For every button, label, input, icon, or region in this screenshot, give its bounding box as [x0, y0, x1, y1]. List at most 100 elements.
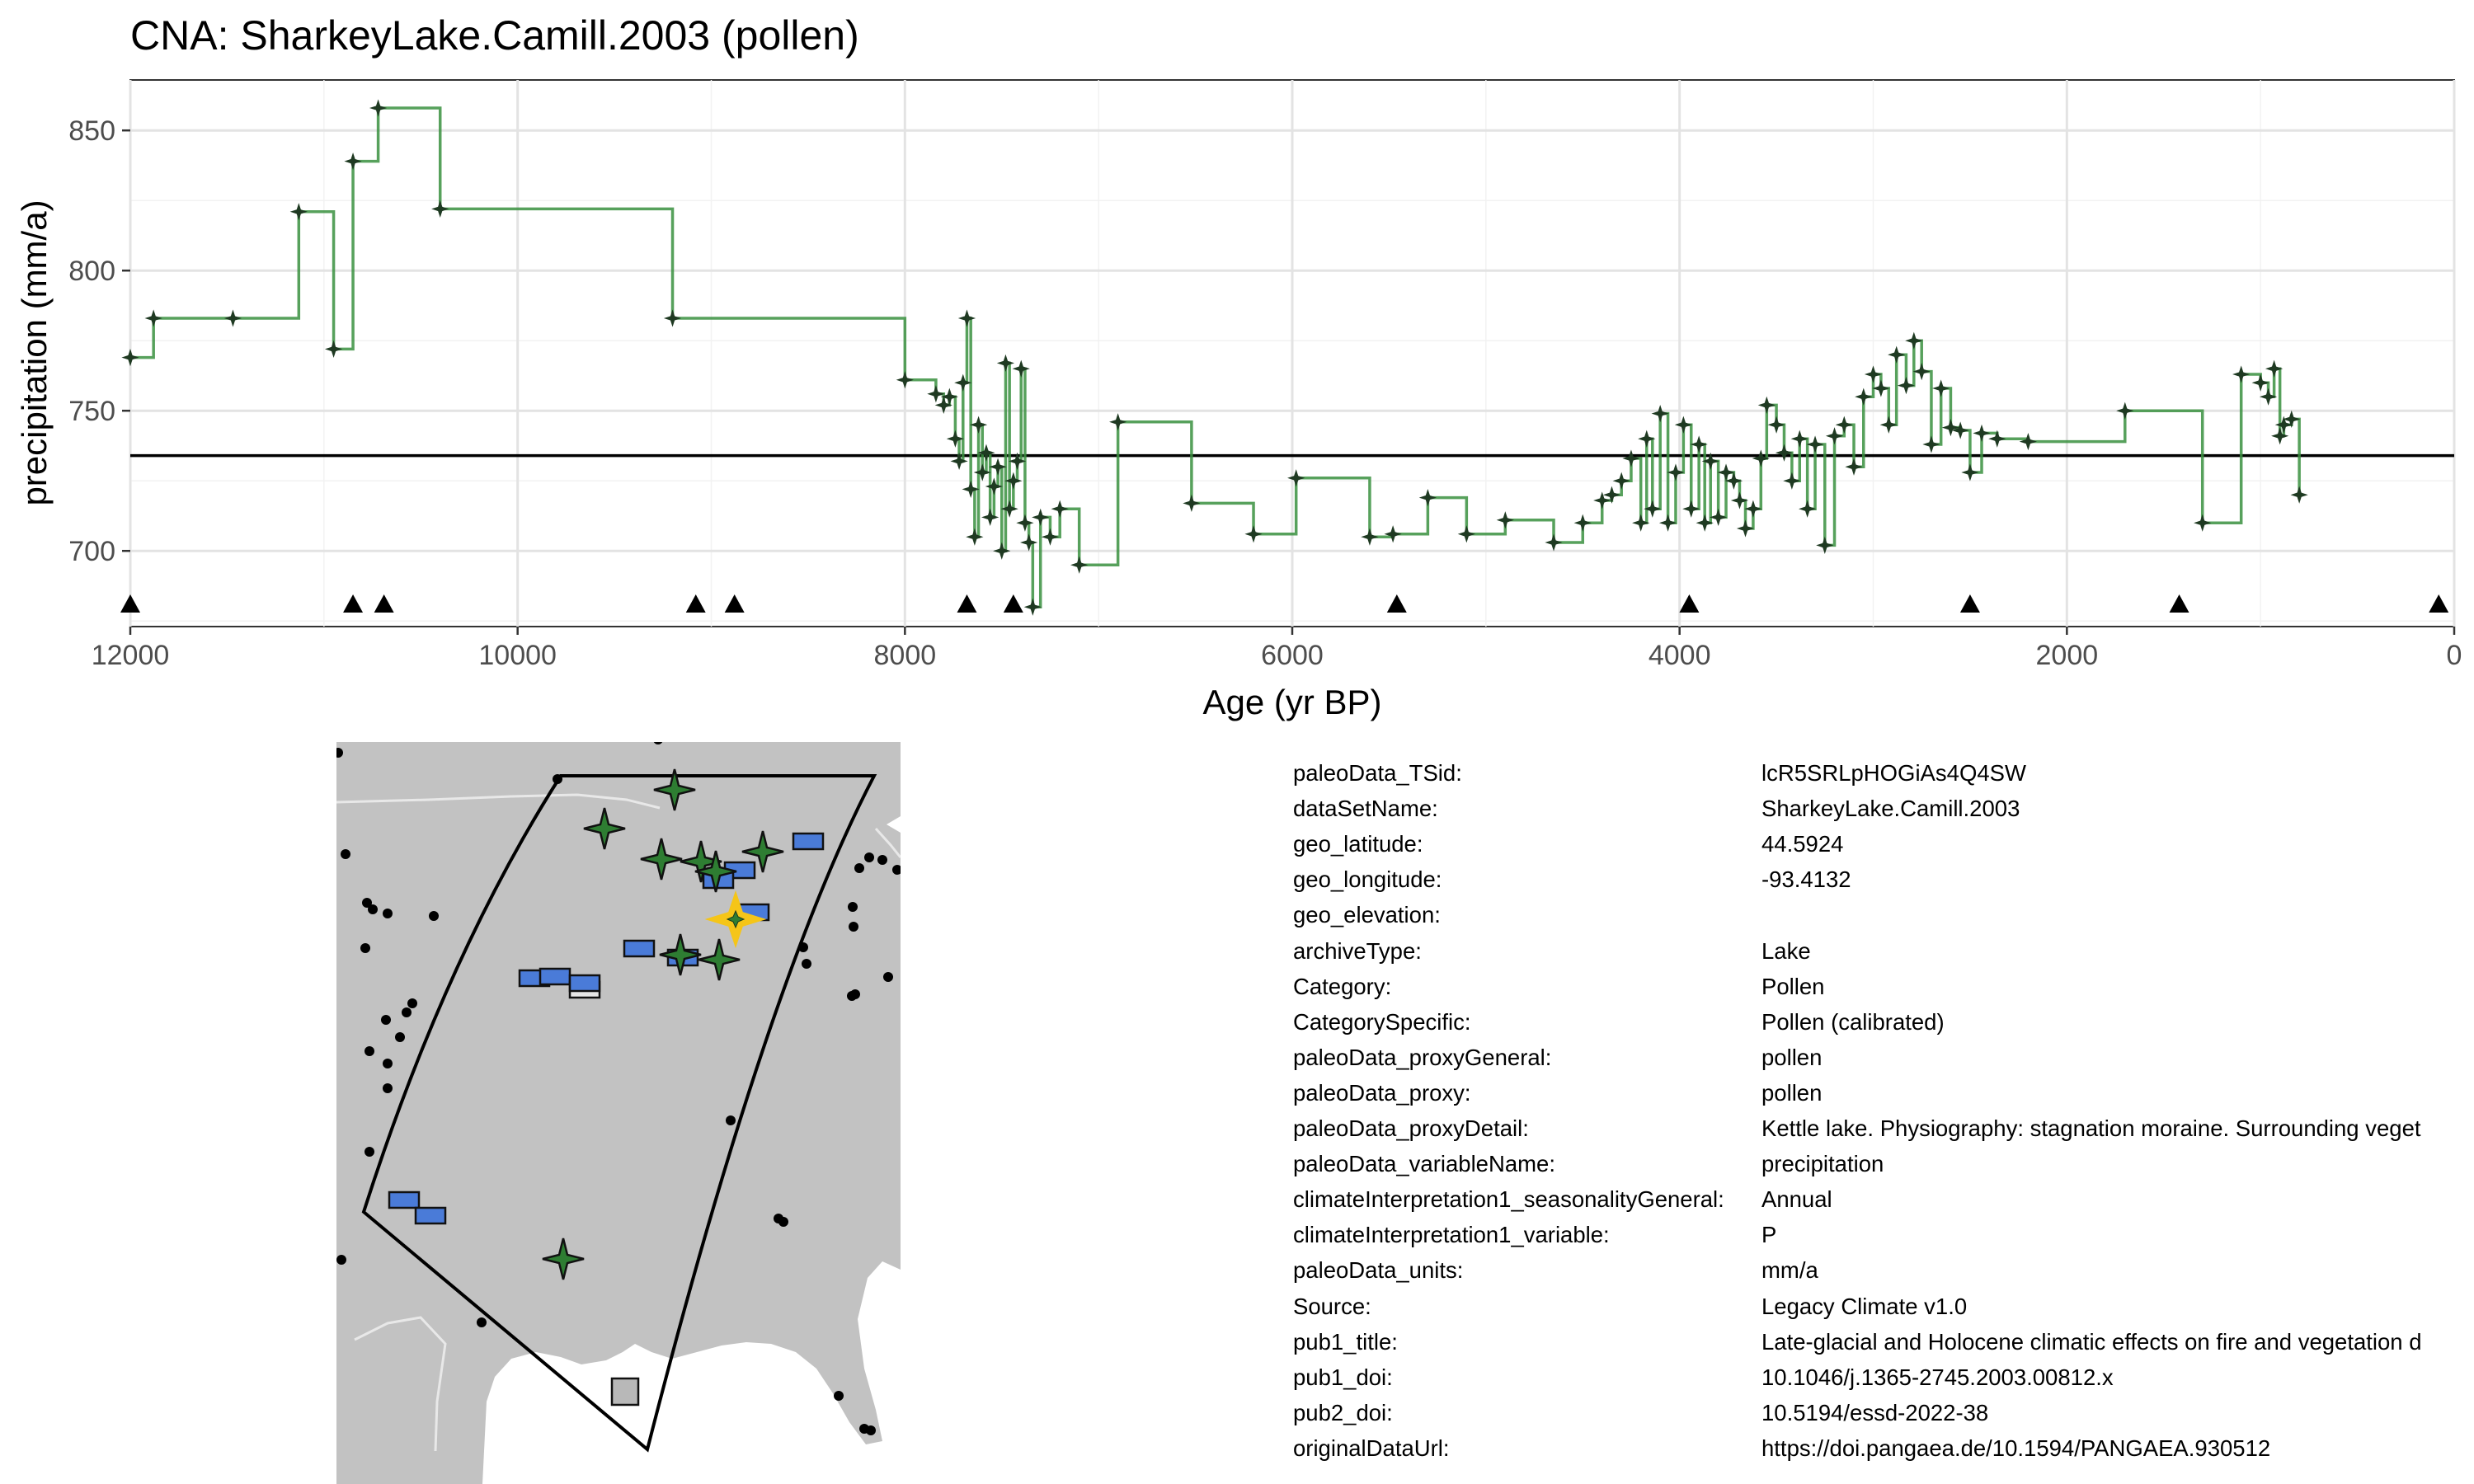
site-dot — [892, 865, 901, 875]
border-line — [336, 793, 661, 810]
data-point — [1418, 488, 1437, 507]
data-point — [2271, 427, 2289, 445]
data-point — [1710, 508, 1728, 527]
data-point — [1004, 472, 1023, 490]
precipitation-chart: CNA: SharkeyLake.Camill.2003 (pollen) 12… — [15, 12, 2462, 721]
sample-marker — [120, 594, 140, 613]
x-axis-ticks: 12000 10000 8000 6000 4000 2000 0 — [92, 627, 2462, 671]
data-point — [1783, 472, 1801, 490]
site-box — [792, 832, 825, 851]
metadata-value: pollen — [1761, 1079, 1823, 1106]
x-tick-label: 4000 — [1649, 640, 1711, 671]
metadata-value: Annual — [1761, 1186, 1832, 1213]
data-point — [1244, 525, 1263, 543]
data-point — [981, 508, 999, 527]
data-point — [1724, 472, 1743, 490]
metadata-value: Late-glacial and Holocene climatic effec… — [1761, 1328, 2422, 1355]
metadata-row: CategorySpecific: Pollen (calibrated) — [1293, 1009, 2474, 1045]
metadata-value: mm/a — [1761, 1257, 1818, 1284]
y-tick-label: 800 — [68, 256, 115, 287]
site-dot — [429, 911, 439, 921]
data-point — [1000, 500, 1018, 518]
site-star — [741, 830, 784, 873]
data-point — [989, 458, 1007, 476]
metadata-key: paleoData_proxyDetail: — [1293, 1115, 1529, 1141]
data-point — [1361, 528, 1379, 546]
metadata-value: P — [1761, 1222, 1777, 1248]
site-dot — [365, 1046, 374, 1056]
x-axis-title: Age (yr BP) — [1202, 683, 1381, 721]
metadata-key: paleoData_TSid: — [1293, 760, 1462, 786]
site-dot — [849, 922, 858, 932]
data-point — [2259, 387, 2278, 406]
x-tick-label: 10000 — [478, 640, 557, 671]
data-point — [1816, 536, 1834, 555]
sample-marker — [724, 594, 745, 613]
data-point — [1644, 500, 1662, 518]
metadata-key: paleoData_units: — [1293, 1257, 1464, 1284]
metadata-key: pub1_doi: — [1293, 1364, 1393, 1390]
data-point — [1879, 416, 1898, 434]
data-point — [1835, 416, 1853, 434]
data-point — [969, 416, 988, 434]
data-point — [1602, 486, 1621, 504]
data-point — [2283, 410, 2301, 429]
data-point — [2232, 365, 2251, 383]
metadata-key: geo_latitude: — [1293, 831, 1423, 857]
site-dot — [802, 959, 811, 969]
data-point — [1717, 463, 1735, 481]
metadata-value: 10.1046/j.1365-2745.2003.00812.x — [1761, 1364, 2114, 1390]
data-point — [1012, 359, 1030, 378]
site-dot — [848, 902, 858, 912]
data-point — [946, 430, 965, 448]
metadata-row: pub2_doi: 10.5194/essd-2022-38 — [1293, 1400, 2474, 1435]
metadata-key: geo_elevation: — [1293, 902, 1441, 928]
data-point — [2274, 416, 2293, 434]
site-box — [623, 939, 656, 958]
metadata-row: climateInterpretation1_variable: P — [1293, 1222, 2474, 1257]
metadata-value: Legacy Climate v1.0 — [1761, 1293, 1968, 1319]
metadata-row: paleoData_proxyDetail: Kettle lake. Physi… — [1293, 1115, 2474, 1151]
site-star — [653, 768, 696, 811]
data-point — [1888, 345, 1906, 364]
metadata-key: originalDataUrl: — [1293, 1435, 1450, 1461]
metadata-row: paleoData_proxy: pollen — [1293, 1080, 2474, 1115]
data-point — [985, 477, 1003, 495]
data-point — [2251, 373, 2269, 392]
data-point — [1922, 435, 1940, 453]
chart-title: CNA: SharkeyLake.Camill.2003 (pollen) — [130, 12, 859, 59]
data-point — [1667, 463, 1685, 481]
data-point — [1109, 413, 1127, 431]
data-point — [1988, 430, 2006, 448]
metadata-key: Source: — [1293, 1293, 1371, 1319]
data-point — [1855, 387, 1873, 406]
data-point — [2194, 514, 2212, 532]
metadata-key: CategorySpecific: — [1293, 1008, 1471, 1035]
site-dot — [854, 863, 864, 873]
metadata-row: climateInterpretation1_seasonalityGenera… — [1293, 1186, 2474, 1222]
data-point — [1845, 458, 1863, 476]
data-point — [1932, 379, 1950, 397]
data-point — [1872, 379, 1890, 397]
sample-marker — [343, 594, 364, 613]
data-point — [1016, 514, 1034, 532]
data-point — [1183, 494, 1201, 513]
data-point — [2116, 402, 2134, 420]
region-boundary — [361, 774, 877, 1453]
site-dot — [395, 1032, 405, 1042]
metadata-row: paleoData_TSid: lcR5SRLpHOGiAs4Q4SW — [1293, 760, 2474, 796]
sample-marker — [1003, 594, 1023, 613]
x-tick-label: 8000 — [874, 640, 937, 671]
site-dot — [362, 898, 372, 908]
metadata-key: climateInterpretation1_seasonalityGenera… — [1293, 1186, 1724, 1213]
site-dot — [402, 1007, 412, 1017]
data-point — [1593, 491, 1611, 510]
data-point — [1638, 430, 1656, 448]
site-star — [680, 840, 722, 883]
metadata-value: Kettle lake. Physiography: stagnation mo… — [1761, 1115, 2421, 1141]
metadata-row: originalDataUrl: https://doi.pangaea.de/1… — [1293, 1435, 2474, 1469]
site-box — [539, 967, 571, 986]
data-point — [1905, 331, 1923, 350]
site-dot — [383, 1083, 393, 1093]
